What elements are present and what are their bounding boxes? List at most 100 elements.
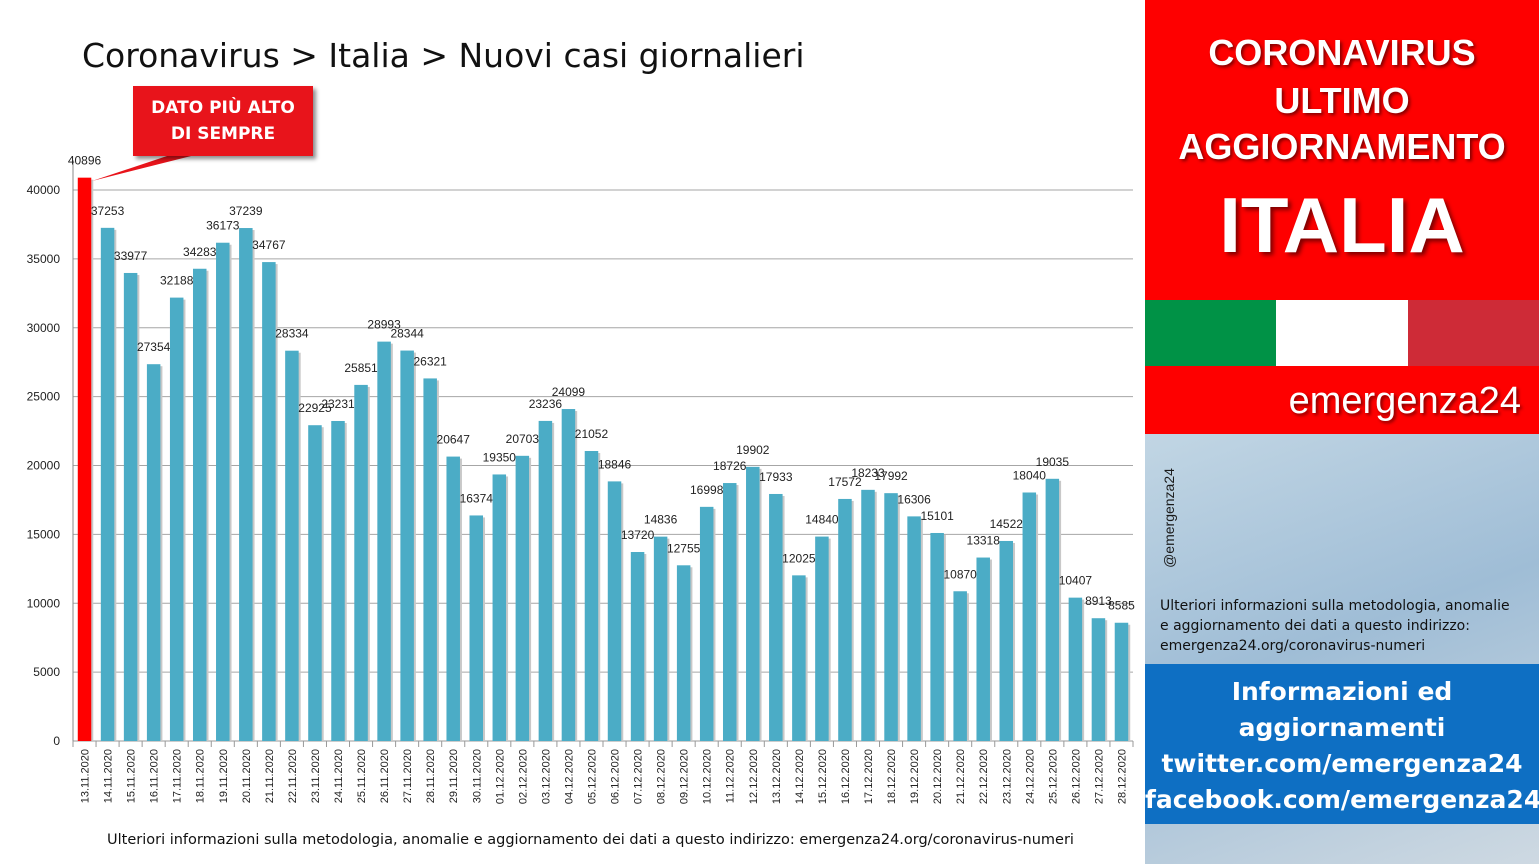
x-tick-label: 02.12.2020: [517, 749, 529, 804]
x-tick-label: 12.12.2020: [748, 749, 760, 804]
x-tick-label: 19.11.2020: [218, 749, 230, 803]
x-tick-label: 07.12.2020: [633, 749, 645, 804]
bar: [884, 493, 898, 741]
data-label: 19350: [483, 450, 517, 464]
x-tick-label: 26.12.2020: [1070, 749, 1082, 804]
y-tick-label: 10000: [27, 596, 61, 610]
bar: [699, 506, 714, 741]
info-line-1: Ulteriori informazioni sulla metodologia…: [1160, 598, 1510, 614]
bar: [77, 177, 92, 741]
data-label: 34283: [183, 245, 217, 259]
bar: [746, 466, 760, 741]
x-tick-label: 03.12.2020: [540, 749, 552, 804]
x-tick-label: 27.11.2020: [402, 749, 414, 803]
y-tick-label: 40000: [27, 183, 61, 197]
bar: [999, 540, 1014, 741]
x-tick-label: 14.12.2020: [794, 749, 806, 804]
x-tick-label: 21.12.2020: [955, 749, 967, 804]
data-label: 19902: [736, 443, 770, 457]
bar: [100, 227, 115, 742]
x-tick-label: 16.11.2020: [149, 749, 161, 803]
y-tick-label: 0: [53, 734, 60, 748]
bar: [676, 565, 691, 741]
x-axis: 13.11.2020 14.11.2020 15.11.2020 16.11.2020…: [72, 741, 1134, 804]
data-label: 27354: [137, 340, 171, 354]
italian-flag: [1145, 300, 1539, 366]
data-label: 17992: [874, 469, 908, 483]
data-label: 21052: [575, 427, 609, 441]
bar: [1068, 597, 1083, 741]
x-tick-label: 28.11.2020: [425, 749, 437, 803]
x-tick-label: 30.11.2020: [471, 749, 483, 803]
data-label: 36173: [206, 219, 240, 233]
x-tick-label: 24.11.2020: [333, 749, 345, 803]
social-banner: Informazioni ed aggiornamenti twitter.co…: [1145, 664, 1539, 824]
x-tick-label: 28.12.2020: [1116, 749, 1128, 804]
header-line-3: AGGIORNAMENTO: [1178, 126, 1506, 167]
bar: [838, 498, 852, 741]
data-label: 37253: [91, 204, 125, 218]
sidebar-panel: CORONAVIRUS ULTIMO AGGIORNAMENTO ITALIA …: [1145, 0, 1539, 864]
header-line-1: CORONAVIRUS: [1208, 32, 1476, 73]
bar: [907, 516, 921, 741]
data-label: 12025: [782, 551, 816, 565]
x-tick-label: 19.12.2020: [909, 749, 921, 804]
data-label: 16306: [897, 492, 931, 506]
bar: [630, 552, 645, 741]
x-tick-label: 27.12.2020: [1093, 749, 1105, 804]
x-tick-label: 04.12.2020: [563, 749, 575, 804]
data-label: 23236: [529, 397, 563, 411]
facebook-link[interactable]: facebook.com/emergenza24: [1145, 785, 1539, 814]
x-tick-label: 17.11.2020: [172, 749, 184, 803]
bar: [653, 536, 668, 741]
x-tick-label: 15.12.2020: [817, 749, 829, 804]
bar: [262, 262, 276, 741]
bar: [607, 481, 622, 741]
data-label: 28344: [390, 327, 424, 341]
x-tick-label: 13.11.2020: [80, 749, 92, 803]
x-tick-label: 23.12.2020: [1001, 749, 1013, 804]
bar: [815, 536, 829, 741]
data-label: 26321: [413, 354, 447, 368]
info-line-2: e aggiornamento dei dati a questo indiri…: [1160, 618, 1470, 634]
data-label: 17933: [759, 470, 793, 484]
x-tick-label: 21.11.2020: [264, 749, 276, 803]
y-tick-label: 30000: [27, 321, 61, 335]
bar: [123, 272, 138, 741]
data-label: 24099: [552, 385, 586, 399]
y-tick-label: 5000: [33, 665, 60, 679]
bar: [377, 341, 391, 741]
footnote: Ulteriori informazioni sulla metodologia…: [107, 832, 1074, 848]
data-label: 37239: [229, 204, 263, 218]
data-label: 14522: [990, 517, 1024, 531]
bar: [538, 420, 553, 741]
flag-red: [1407, 300, 1539, 366]
bar: [308, 425, 322, 741]
twitter-link[interactable]: twitter.com/emergenza24: [1161, 749, 1523, 778]
x-tick-label: 14.11.2020: [103, 749, 115, 803]
bar: [861, 489, 875, 741]
brand-name: emergenza24: [1288, 380, 1521, 422]
x-tick-label: 25.11.2020: [356, 749, 368, 803]
social-line-2: aggiornamenti: [1238, 713, 1446, 742]
bar: [216, 242, 230, 741]
bar: [239, 228, 253, 741]
callout-line-2: DI SEMPRE: [170, 124, 276, 144]
bar: [492, 474, 507, 741]
data-label: 18726: [713, 459, 747, 473]
highest-value-callout: DATO PIÙ ALTO DI SEMPRE: [133, 86, 313, 156]
social-line-1: Informazioni ed: [1231, 677, 1453, 706]
x-tick-label: 05.12.2020: [586, 749, 598, 804]
chart-bars: 40896 37253 33977 27354 32188 34283 3617337239…: [68, 154, 1135, 742]
callout-pointer: [92, 150, 215, 181]
info-line-3[interactable]: emergenza24.org/coronavirus-numeri: [1160, 638, 1426, 654]
data-label: 8585: [1108, 599, 1135, 613]
y-axis: 0 5000 10000 15000 20000 25000 30000 35000 40000: [27, 160, 74, 748]
x-tick-label: 23.11.2020: [310, 749, 322, 803]
x-tick-label: 26.11.2020: [379, 749, 391, 803]
y-tick-label: 35000: [27, 252, 61, 266]
x-tick-label: 09.12.2020: [679, 749, 691, 804]
x-tick-label: 01.12.2020: [494, 749, 506, 804]
data-label: 20647: [437, 433, 471, 447]
y-tick-label: 20000: [27, 459, 61, 473]
